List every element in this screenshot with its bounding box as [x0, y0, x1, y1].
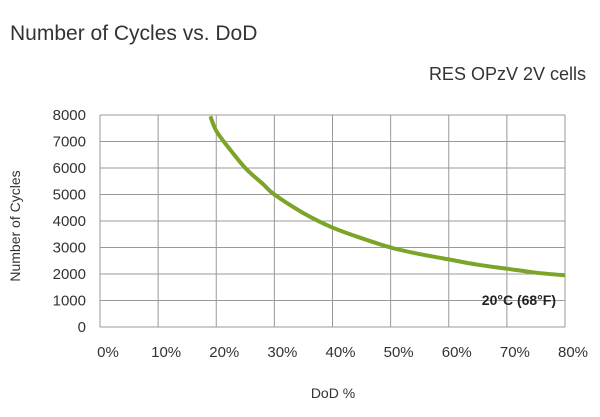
x-tick-label: 30%: [267, 344, 297, 361]
temperature-annotation: 20°C (68°F): [482, 292, 556, 308]
y-tick-label: 7000: [53, 134, 86, 151]
y-tick-label: 0: [78, 319, 86, 336]
x-tick-label: 0%: [97, 344, 119, 361]
grid-lines: [99, 114, 566, 328]
x-tick-label: 10%: [151, 344, 181, 361]
y-tick-label: 2000: [53, 266, 86, 283]
x-tick-label: 20%: [209, 344, 239, 361]
y-axis-label: Number of Cycles: [7, 170, 23, 281]
y-tick-label: 6000: [53, 160, 86, 177]
x-tick-label: 40%: [325, 344, 355, 361]
y-tick-label: 5000: [53, 187, 86, 204]
series-line-0: [208, 115, 566, 278]
y-axis-ticks: 0 1000 2000 3000 4000 5000 6000 7000 8000: [53, 107, 86, 336]
y-tick-label: 3000: [53, 240, 86, 257]
x-tick-label: 80%: [558, 344, 588, 361]
y-tick-label: 1000: [53, 293, 86, 310]
x-axis-ticks: 0% 10% 20% 30% 40% 50% 60% 70% 80%: [97, 344, 588, 361]
x-tick-label: 70%: [500, 344, 530, 361]
y-tick-label: 4000: [53, 213, 86, 230]
x-axis-label: DoD %: [311, 385, 355, 401]
x-tick-label: 50%: [384, 344, 414, 361]
series-group: [208, 115, 566, 278]
x-tick-label: 60%: [442, 344, 472, 361]
y-tick-label: 8000: [53, 107, 86, 124]
chart-subtitle: RES OPzV 2V cells: [429, 64, 586, 84]
chart-title: Number of Cycles vs. DoD: [10, 22, 257, 45]
